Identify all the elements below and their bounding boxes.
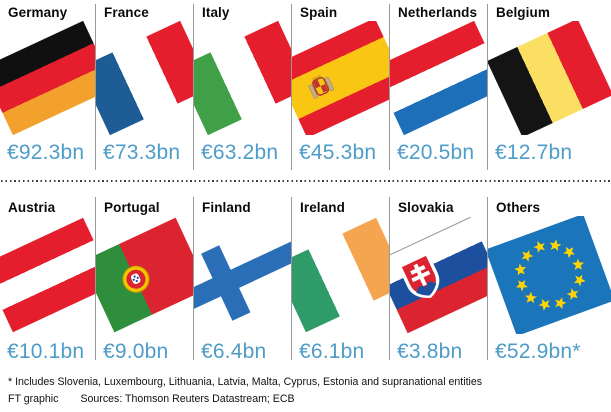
flag-area bbox=[96, 21, 194, 135]
netherlands-flag bbox=[390, 21, 488, 135]
flag-area bbox=[194, 216, 292, 334]
country-label: Others bbox=[496, 200, 541, 215]
country-label: Spain bbox=[300, 5, 338, 20]
flag-area bbox=[0, 216, 96, 334]
amount-value: €12.7bn bbox=[495, 141, 573, 164]
country-label: Germany bbox=[8, 5, 68, 20]
amount-value: €9.0bn bbox=[103, 340, 169, 363]
country-label: Portugal bbox=[104, 200, 160, 215]
flag-area bbox=[488, 216, 611, 334]
portugal-armillary-icon bbox=[122, 265, 150, 293]
cell-others: Others bbox=[488, 195, 611, 366]
dotted-divider bbox=[1, 180, 610, 183]
flag-area bbox=[488, 21, 611, 135]
sources-text: Sources: Thomson Reuters Datastream; ECB bbox=[80, 393, 295, 405]
country-label: France bbox=[104, 5, 149, 20]
italy-flag bbox=[194, 21, 292, 135]
flag-grid-row-2: Austria €10.1bn Portugal bbox=[0, 183, 611, 366]
slovakia-flag bbox=[390, 216, 488, 334]
flag-area bbox=[96, 216, 194, 334]
flag-area bbox=[194, 21, 292, 135]
cell-spain: Spain €45.3bn bbox=[292, 0, 390, 180]
flag-area bbox=[292, 21, 390, 135]
country-label: Finland bbox=[202, 200, 251, 215]
country-label: Italy bbox=[202, 5, 230, 20]
flag-grid-row-1: Germany €92.3bn France €73.3bn Italy €63… bbox=[0, 0, 611, 180]
amount-value: €73.3bn bbox=[103, 141, 181, 164]
belgium-flag bbox=[488, 21, 611, 135]
cell-france: France €73.3bn bbox=[96, 0, 194, 180]
country-label: Austria bbox=[8, 200, 56, 215]
amount-value: €6.1bn bbox=[299, 340, 365, 363]
credit-row: FT graphic Sources: Thomson Reuters Datas… bbox=[8, 391, 611, 408]
slovakia-coat-of-arms-icon bbox=[397, 251, 440, 299]
country-label: Ireland bbox=[300, 200, 345, 215]
cell-ireland: Ireland €6.1bn bbox=[292, 195, 390, 366]
france-flag bbox=[96, 21, 194, 135]
cell-slovakia: Slovakia €3.8bn bbox=[390, 195, 488, 366]
flag-area bbox=[390, 216, 488, 334]
country-label: Slovakia bbox=[398, 200, 454, 215]
footer: * Includes Slovenia, Luxembourg, Lithuan… bbox=[8, 374, 611, 408]
amount-value: €45.3bn bbox=[299, 141, 377, 164]
cell-italy: Italy €63.2bn bbox=[194, 0, 292, 180]
amount-value: €63.2bn bbox=[201, 141, 279, 164]
ft-graphic-credit: FT graphic bbox=[8, 393, 59, 405]
eu-flag bbox=[488, 216, 611, 334]
footnote-text: * Includes Slovenia, Luxembourg, Lithuan… bbox=[8, 376, 483, 388]
austria-flag bbox=[0, 217, 96, 333]
amount-value: €6.4bn bbox=[201, 340, 267, 363]
flag-area bbox=[292, 216, 390, 334]
spain-coat-of-arms-icon bbox=[308, 74, 334, 99]
cell-austria: Austria €10.1bn bbox=[0, 195, 96, 366]
amount-value: €20.5bn bbox=[397, 141, 475, 164]
cell-portugal: Portugal €9.0bn bbox=[96, 195, 194, 366]
amount-value: €3.8bn bbox=[397, 340, 463, 363]
cell-germany: Germany €92.3bn bbox=[0, 0, 96, 180]
portugal-flag bbox=[96, 217, 194, 333]
amount-value: €52.9bn* bbox=[495, 340, 581, 363]
eu-stars-icon bbox=[512, 238, 587, 312]
amount-value: €10.1bn bbox=[7, 340, 85, 363]
cell-netherlands: Netherlands €20.5bn bbox=[390, 0, 488, 180]
germany-flag bbox=[0, 21, 96, 135]
amount-value: €92.3bn bbox=[7, 141, 85, 164]
flag-area bbox=[390, 21, 488, 135]
country-label: Belgium bbox=[496, 5, 550, 20]
cell-finland: Finland €6.4bn bbox=[194, 195, 292, 366]
country-label: Netherlands bbox=[398, 5, 478, 20]
flag-area bbox=[0, 21, 96, 135]
spain-flag bbox=[292, 21, 390, 135]
finland-flag bbox=[194, 217, 292, 334]
cell-belgium: Belgium €12.7bn bbox=[488, 0, 611, 180]
ireland-flag bbox=[292, 217, 390, 333]
